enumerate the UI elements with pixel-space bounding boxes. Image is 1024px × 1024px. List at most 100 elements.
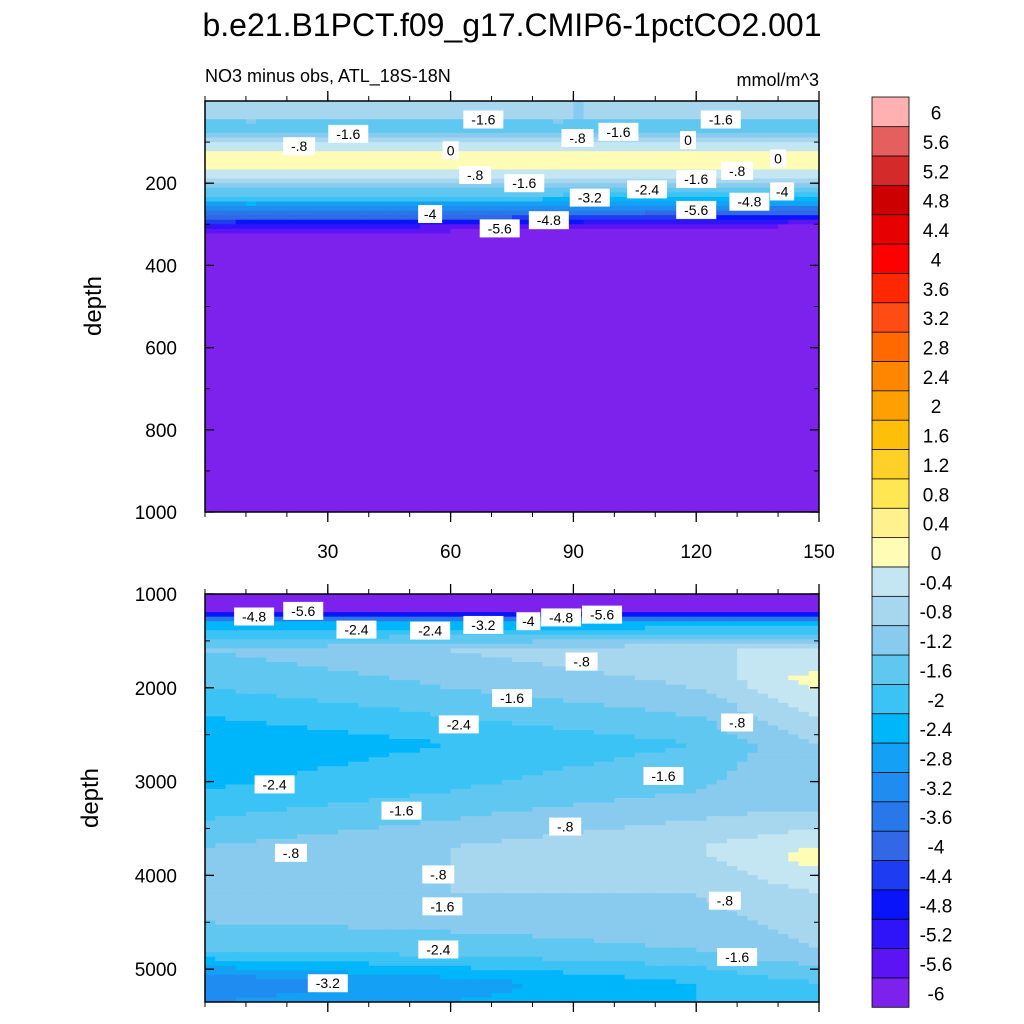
upper-field-cell (624, 388, 636, 394)
upper-field-cell (522, 315, 534, 321)
upper-field-cell (726, 470, 738, 477)
upper-field-cell (563, 324, 574, 330)
upper-field-cell (512, 274, 523, 280)
upper-field-cell (675, 416, 687, 422)
upper-field-cell (798, 164, 810, 171)
upper-field-cell (317, 320, 329, 326)
upper-field-cell (399, 297, 411, 303)
upper-field-cell (327, 233, 339, 239)
upper-field-cell (481, 297, 493, 303)
upper-field-cell (808, 343, 819, 349)
upper-field-cell (532, 288, 544, 294)
upper-field-cell (450, 448, 462, 454)
upper-field-cell (419, 347, 431, 353)
upper-field-cell (471, 155, 482, 161)
upper-field-cell (225, 480, 237, 486)
upper-field-cell (235, 151, 247, 157)
upper-field-cell (471, 402, 482, 408)
upper-field-cell (399, 228, 411, 235)
upper-field-cell (798, 238, 810, 244)
upper-field-cell (450, 288, 462, 294)
upper-field-cell (532, 448, 544, 454)
upper-field-cell (655, 251, 667, 257)
upper-field-cell (634, 105, 646, 111)
upper-field-cell (501, 169, 513, 175)
upper-field-cell (614, 416, 626, 422)
upper-field-cell (245, 251, 257, 257)
upper-field-cell (450, 260, 462, 266)
upper-field-cell (665, 192, 677, 198)
upper-field-cell (614, 238, 626, 244)
upper-field-cell (593, 206, 605, 212)
upper-field-cell (440, 260, 452, 266)
upper-field-cell (778, 306, 789, 312)
upper-field-cell (419, 279, 431, 285)
upper-field-cell (235, 406, 247, 413)
upper-field-cell (645, 101, 656, 107)
upper-field-cell (706, 196, 718, 203)
upper-field-cell (532, 475, 544, 481)
upper-field-cell (624, 242, 636, 248)
upper-field-cell (614, 110, 626, 116)
upper-field-cell (696, 101, 708, 107)
upper-field-cell (245, 365, 257, 372)
upper-field-cell (399, 292, 411, 298)
upper-field-cell (583, 164, 595, 171)
upper-field-cell (604, 448, 615, 454)
upper-field-cell (593, 470, 605, 477)
upper-field-cell (471, 475, 482, 481)
upper-field-cell (645, 434, 656, 440)
upper-field-cell (419, 379, 431, 385)
upper-field-cell (778, 461, 789, 467)
upper-field-cell (798, 470, 810, 477)
upper-field-cell (614, 169, 626, 175)
upper-field-cell (614, 247, 626, 253)
upper-field-cell (675, 311, 687, 317)
upper-field-cell (317, 224, 329, 230)
upper-field-cell (685, 315, 697, 321)
upper-field-cell (205, 461, 216, 467)
upper-field-cell (757, 365, 769, 372)
upper-field-cell (460, 306, 472, 312)
upper-field-cell (716, 201, 728, 207)
upper-field-cell (338, 461, 349, 467)
upper-field-cell (378, 279, 390, 285)
upper-field-cell (399, 375, 411, 381)
upper-field-cell (593, 101, 605, 107)
upper-field-cell (778, 365, 789, 372)
upper-field-cell (573, 242, 585, 248)
upper-field-cell (665, 333, 677, 340)
upper-field-cell (368, 279, 380, 285)
upper-field-cell (327, 402, 339, 408)
upper-field-cell (747, 461, 759, 467)
upper-field-cell (685, 265, 697, 271)
upper-field-cell (778, 402, 789, 408)
upper-field-cell (471, 137, 482, 143)
upper-field-cell (747, 429, 759, 435)
upper-field-cell (737, 146, 748, 152)
upper-field-cell (450, 324, 462, 330)
upper-field-cell (798, 379, 810, 385)
upper-field-cell (808, 242, 819, 248)
upper-field-cell (317, 274, 329, 280)
upper-field-cell (512, 210, 523, 216)
upper-field-cell (552, 283, 564, 289)
upper-field-cell (563, 256, 574, 262)
upper-field-cell (563, 315, 574, 321)
upper-field-cell (378, 260, 390, 266)
upper-field-cell (235, 155, 247, 161)
upper-field-cell (726, 238, 738, 244)
upper-field-cell (338, 183, 349, 189)
upper-field-cell (624, 219, 636, 225)
upper-field-cell (583, 301, 595, 308)
upper-field-cell (297, 274, 308, 280)
upper-field-cell (614, 384, 626, 390)
upper-field-cell (419, 461, 431, 467)
upper-field-cell (706, 137, 718, 143)
upper-field-cell (757, 429, 769, 435)
upper-field-cell (552, 333, 564, 340)
upper-field-cell (368, 402, 380, 408)
upper-field-cell (767, 251, 779, 257)
upper-field-cell (419, 370, 431, 376)
upper-field-cell (655, 114, 667, 120)
